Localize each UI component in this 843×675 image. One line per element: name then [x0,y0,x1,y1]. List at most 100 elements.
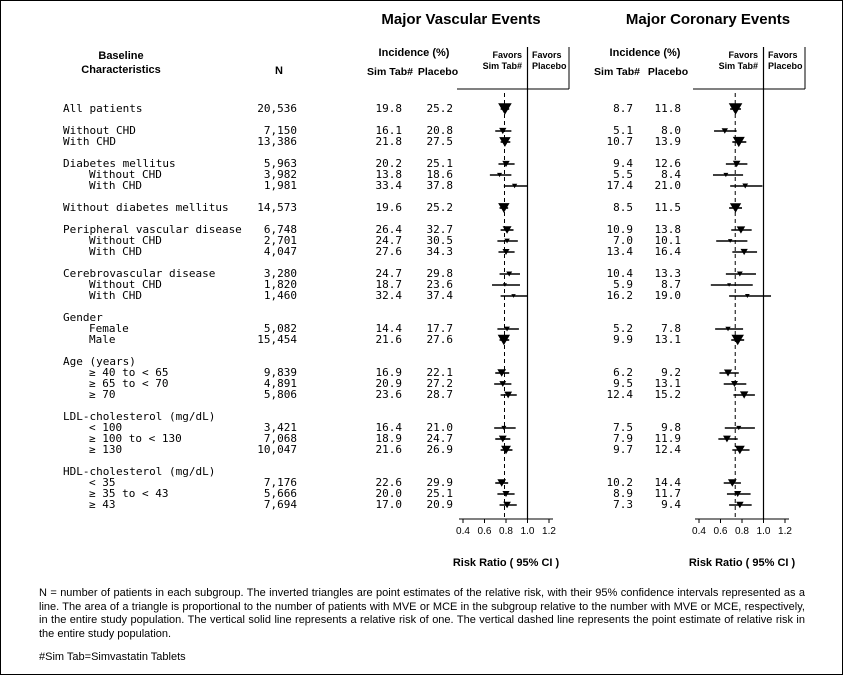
header-placebo-mve: Placebo [417,66,459,78]
row-mve-sim-incidence: 18.9 [375,432,403,445]
row-mve-placebo-incidence: 22.1 [426,366,454,379]
row-mce-sim-incidence: 6.2 [613,366,633,379]
row-mce-placebo-incidence: 9.8 [661,421,681,434]
favors-placebo-word: Placebo [768,61,803,71]
axis-caption-mce: Risk Ratio ( 95% CI ) [688,557,796,569]
point-estimate-triangle [499,127,507,135]
axis-tick-label: 1.2 [542,526,556,537]
row-mce-placebo-incidence: 19.0 [654,289,682,302]
row-mve-sim-incidence: 16.1 [375,124,403,137]
row-mve-sim-incidence: 32.4 [375,289,403,302]
point-estimate-triangle [736,425,742,431]
row-mve-sim-incidence: 16.4 [375,421,403,434]
point-estimate-triangle [498,435,507,443]
row-mce-placebo-incidence: 13.1 [654,333,682,346]
row-mve-sim-incidence: 21.8 [375,135,403,148]
row-mve-placebo-incidence: 20.9 [426,498,454,511]
row-mce-sim-incidence: 17.4 [606,179,634,192]
row-mce-sim-incidence: 9.5 [613,377,633,390]
axis-tick-label: 0.6 [714,526,728,537]
row-n: 7,694 [263,498,297,511]
point-estimate-triangle [725,326,731,332]
row-mve-placebo-incidence: 27.2 [426,377,454,390]
point-estimate-triangle [736,501,744,509]
row-mve-sim-incidence: 19.6 [375,201,403,214]
point-estimate-triangle [504,238,510,244]
row-n: 5,666 [263,487,297,500]
row-mve-sim-incidence: 17.0 [375,498,403,511]
row-mve-placebo-incidence: 32.7 [426,223,454,236]
point-estimate-triangle [502,160,510,168]
row-label: ≥ 130 [89,443,123,456]
point-estimate-triangle [502,283,507,287]
row-label: With CHD [89,179,142,192]
row-mce-placebo-incidence: 16.4 [654,245,682,258]
header-incidence-mce: Incidence (%) [609,47,681,59]
point-estimate-triangle [499,137,511,147]
point-estimate-triangle [740,248,748,256]
row-label: Male [89,333,116,346]
title-major-coronary-events: Major Coronary Events [625,11,791,28]
row-mve-placebo-incidence: 26.9 [426,443,454,456]
row-mve-placebo-incidence: 27.6 [426,333,454,346]
row-mve-sim-incidence: 14.4 [375,322,403,335]
row-mce-sim-incidence: 8.9 [613,487,633,500]
row-mve-placebo-incidence: 37.8 [426,179,454,192]
row-label: ≥ 65 to < 70 [89,377,169,390]
row-mce-sim-incidence: 5.5 [613,168,633,181]
row-label: With CHD [89,289,142,302]
point-estimate-triangle [727,239,733,243]
row-mce-sim-incidence: 7.5 [613,421,633,434]
point-estimate-triangle [502,248,510,256]
row-mce-placebo-incidence: 8.7 [661,278,681,291]
axis-tick-label: 0.8 [499,526,513,537]
point-estimate-triangle [727,283,732,287]
header-sim-tab-mve: Sim Tab# [367,66,413,78]
row-mve-placebo-incidence: 20.8 [426,124,454,137]
row-label: Peripheral vascular disease [63,223,242,236]
point-estimate-triangle [736,271,743,277]
row-n: 2,701 [263,234,297,247]
point-estimate-triangle [723,435,731,443]
row-mce-sim-incidence: 5.2 [613,322,633,335]
axis-caption-mve: Risk Ratio ( 95% CI ) [452,557,560,569]
row-mve-sim-incidence: 18.7 [375,278,403,291]
row-mve-sim-incidence: 21.6 [375,443,403,456]
header-placebo-mce: Placebo [647,66,689,78]
point-estimate-triangle [732,160,741,168]
row-mve-sim-incidence: 19.8 [375,102,403,115]
point-estimate-triangle [497,172,503,178]
point-estimate-triangle [728,103,743,115]
row-mce-placebo-incidence: 12.6 [654,157,682,170]
row-group-label: Age (years) [63,355,136,368]
row-n: 13,386 [257,135,297,148]
row-n: 3,280 [263,267,297,280]
row-mce-placebo-incidence: 13.8 [654,223,682,236]
row-label: Female [89,322,129,335]
row-group-label: Gender [63,311,103,324]
row-mce-placebo-incidence: 12.4 [654,443,682,456]
axis-tick-label: 0.8 [735,526,749,537]
axis-tick-label: 0.6 [478,526,492,537]
row-n: 1,460 [263,289,297,302]
row-label: Diabetes mellitus [63,157,176,170]
row-mce-sim-incidence: 9.4 [613,157,633,170]
row-mve-placebo-incidence: 23.6 [426,278,454,291]
row-n: 6,748 [263,223,297,236]
row-mce-placebo-incidence: 11.7 [654,487,682,500]
point-estimate-triangle [504,326,510,332]
row-mce-sim-incidence: 16.2 [606,289,634,302]
row-label: Without diabetes mellitus [63,201,229,214]
row-n: 4,891 [263,377,297,390]
row-mce-sim-incidence: 9.9 [613,333,633,346]
point-estimate-triangle [497,479,507,487]
row-mve-placebo-incidence: 24.7 [426,432,454,445]
row-mce-placebo-incidence: 21.0 [654,179,682,192]
row-mce-sim-incidence: 5.1 [613,124,633,137]
row-n: 5,963 [263,157,297,170]
favors-placebo-label-mce: Favors Placebo [768,50,828,72]
favors-word: Favors [532,50,562,60]
row-mve-sim-incidence: 33.4 [375,179,403,192]
axis-tick-label: 0.4 [692,526,706,537]
point-estimate-triangle [739,391,749,399]
